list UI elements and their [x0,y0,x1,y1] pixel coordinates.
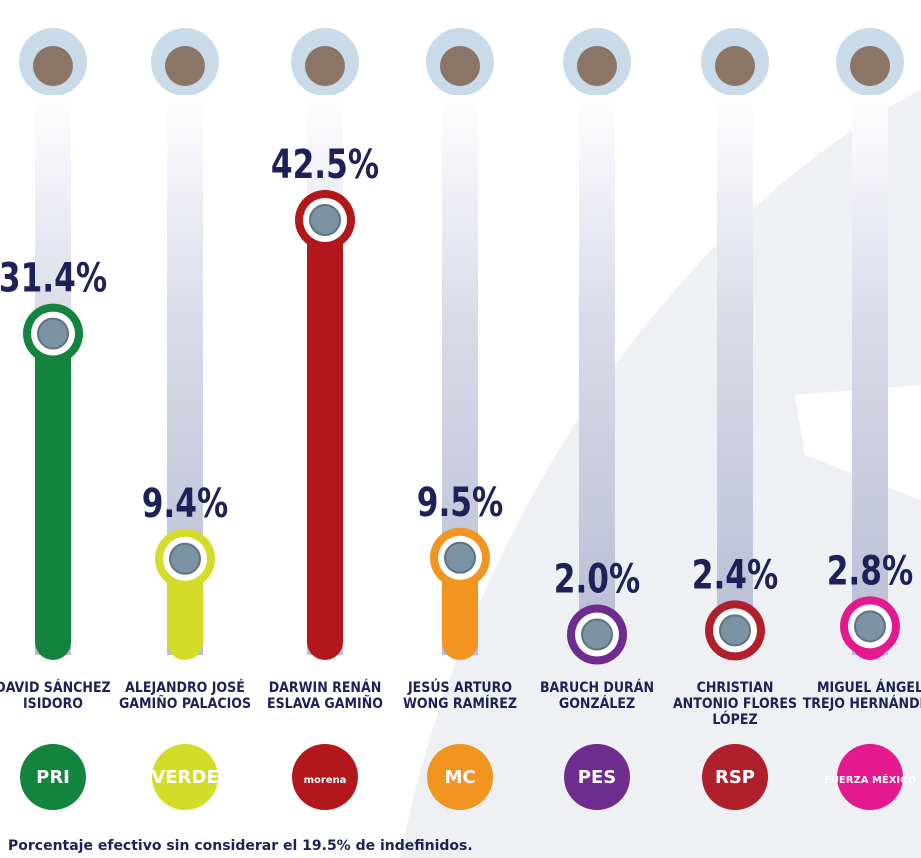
chart: 31.4% PRI 9.4% VERDE 42.5% morena 9.5% MC 2.0% PE… [0,0,921,858]
candidate-face [33,46,73,86]
candidate-face [715,46,755,86]
candidate-face [440,46,480,86]
background-shape [400,90,921,858]
page: {"chart_data": {"type": "bar", "categori… [0,0,921,858]
candidate-name: JESÚS ARTURO WONG RAMÍREZ [390,680,530,712]
candidate-face [577,46,617,86]
candidate-name: DARWIN RENÁN ESLAVA GAMIÑO [255,680,395,712]
candidate-face [305,46,345,86]
value-label: 42.5% [271,142,379,188]
handle-dot [855,611,885,641]
handle-dot [170,544,200,574]
value-label: 2.0% [554,557,641,603]
value-label: 2.4% [692,553,779,599]
value-label: 31.4% [0,256,107,302]
value-label: 9.5% [417,480,504,526]
party-name: PRI [36,767,70,788]
candidate-name: DAVID SÁNCHEZ ISIDORO [0,680,123,712]
party-name: VERDE [151,767,218,788]
handle-dot [38,319,68,349]
candidate-name: CHRISTIAN ANTONIO FLORES LÓPEZ [665,680,805,728]
candidate-name: BARUCH DURÁN GONZÁLEZ [527,680,667,712]
party-name: FUERZA MÉXICO [824,773,916,786]
candidate-name: ALEJANDRO JOSÉ GAMIÑO PALACIOS [115,680,255,712]
handle-dot [445,543,475,573]
bar [307,220,343,660]
party-name: MC [444,767,475,788]
candidate-face [850,46,890,86]
bar [35,334,71,660]
value-label: 2.8% [827,549,914,595]
party-name: RSP [715,767,755,788]
party-name: PES [578,767,616,788]
value-label: 9.4% [142,481,229,527]
handle-dot [720,615,750,645]
candidate-face [165,46,205,86]
handle-dot [310,205,340,235]
party-name: morena [304,775,347,786]
footnote: Porcentaje efectivo sin considerar el 19… [8,838,473,854]
candidate-name: MIGUEL ÁNGEL TREJO HERNÁNDEZ [800,680,921,712]
handle-dot [582,620,612,650]
